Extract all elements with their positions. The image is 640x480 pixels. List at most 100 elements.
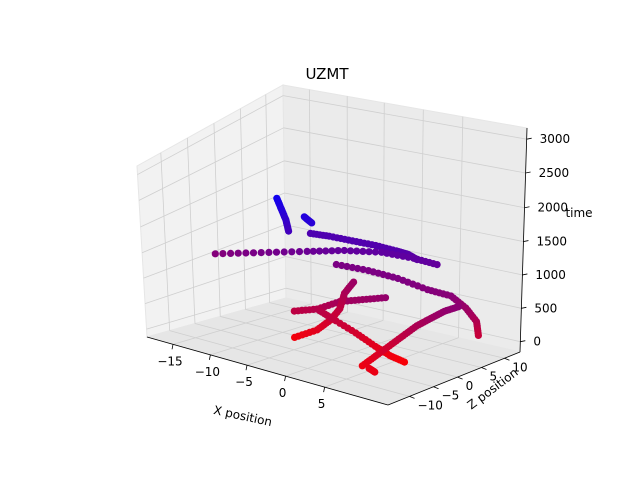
time-tick-label: 2000 [538, 201, 569, 215]
y-grid-line [169, 330, 410, 397]
time-tick-label: 1000 [535, 268, 566, 282]
tick-labels: −15−10−505 −10−50510050010001500200025003… [157, 132, 570, 412]
time-tick-mark [521, 306, 527, 309]
x-tick-mark [245, 365, 248, 371]
z-position-tick-mark [433, 386, 439, 390]
x-grid-line [308, 89, 312, 304]
axis-lines [146, 127, 532, 406]
z-grid-line [283, 127, 526, 174]
data-point [303, 247, 311, 255]
z-position-tick-mark [409, 395, 415, 399]
z-position-tick-mark [457, 376, 463, 380]
data-point [219, 250, 227, 258]
z-grid-line [140, 160, 285, 228]
z-grid-line [283, 160, 525, 209]
data-point [315, 247, 324, 255]
x-tick-label: −5 [235, 375, 253, 389]
y-grid-line [194, 323, 434, 388]
time-axis-line [519, 127, 528, 353]
data-point [340, 246, 348, 255]
z-position-tick-label: 0 [466, 379, 474, 393]
y-grid-line [265, 94, 270, 303]
y-grid-line [213, 123, 221, 317]
z-grid-line [144, 256, 286, 305]
x-tick-mark [171, 344, 174, 350]
z-position-tick-label: −5 [442, 389, 460, 403]
time-tick-mark [524, 206, 530, 209]
x-tick-mark [208, 354, 211, 360]
data-point [285, 227, 293, 235]
time-tick-label: 3000 [540, 132, 571, 146]
x-tick-label: −15 [157, 354, 182, 368]
data-point [353, 247, 361, 255]
time-tick-mark [526, 137, 532, 140]
x-grid-line [420, 109, 424, 330]
data-point [350, 278, 358, 286]
data-point [309, 247, 317, 255]
data-point [383, 249, 391, 257]
time-tick-label: 0 [533, 335, 541, 349]
data-point [242, 249, 250, 257]
time-axis-label: time [565, 206, 592, 220]
z-grid-line [138, 127, 284, 201]
data-point [288, 248, 296, 256]
grid-lines [137, 89, 527, 397]
z-position-tick-mark [481, 367, 487, 370]
z-position-tick-label: 10 [512, 360, 527, 374]
time-tick-mark [525, 171, 531, 174]
time-tick-label: 1500 [536, 235, 567, 249]
x-grid-line [382, 102, 385, 321]
data-point [249, 249, 258, 257]
data-point [354, 264, 362, 273]
x-tick-mark [323, 387, 326, 393]
data-point [211, 250, 219, 258]
z-grid-line [284, 192, 524, 242]
data-point [433, 261, 441, 269]
x-axis-line [146, 336, 389, 406]
z-position-tick-label: 5 [489, 369, 497, 383]
x-tick-mark [284, 376, 286, 382]
z-grid-line [146, 287, 286, 330]
time-tick-label: 500 [534, 301, 557, 315]
data-point [328, 247, 336, 255]
data-point [227, 249, 235, 257]
y-grid-line [220, 316, 458, 378]
data-point [280, 248, 288, 256]
time-tick-mark [522, 273, 528, 276]
z-grid-line [283, 95, 527, 140]
data-point [308, 219, 316, 227]
data-point [359, 247, 367, 255]
data-point [295, 248, 304, 256]
y-grid-line [186, 138, 196, 324]
time-tick-mark [523, 240, 529, 242]
data-point [257, 249, 265, 257]
data-point [343, 262, 351, 271]
time-tick-mark [520, 340, 526, 343]
data-point [332, 260, 340, 269]
chart-title: UZMT [305, 65, 349, 83]
data-point [371, 368, 379, 376]
data-point [404, 253, 412, 261]
data-point [394, 251, 402, 259]
y-grid-line [160, 152, 171, 331]
data-point [454, 303, 462, 311]
data-point [322, 247, 330, 255]
data-point [265, 248, 273, 256]
z-grid-line [141, 192, 285, 254]
data-point [346, 247, 355, 255]
data-point [381, 294, 390, 302]
data-point [272, 248, 281, 256]
data-point [334, 247, 342, 255]
x-tick-label: 5 [318, 397, 326, 411]
data-point [371, 248, 379, 256]
z-position-tick-label: −10 [418, 398, 443, 412]
data-point [234, 249, 242, 257]
x-tick-label: −10 [195, 365, 220, 379]
data-point [365, 248, 373, 256]
time-tick-label: 2500 [539, 166, 570, 180]
y-grid-line [239, 108, 246, 310]
data-point [400, 358, 409, 366]
data-points [211, 194, 482, 376]
x-tick-label: 0 [279, 386, 287, 400]
